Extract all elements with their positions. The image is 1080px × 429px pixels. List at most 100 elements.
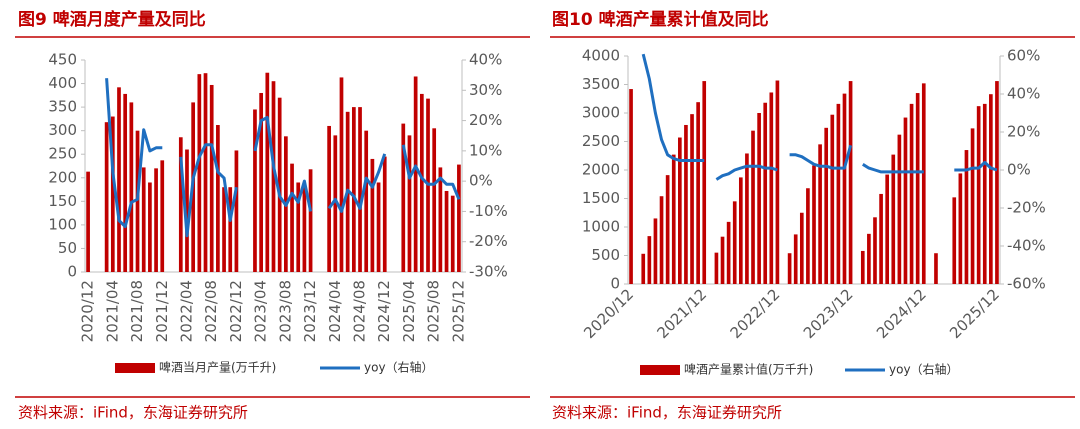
y-tick-label: 150: [48, 192, 77, 210]
bar: [952, 197, 957, 284]
y2-tick-label: 40%: [1007, 85, 1040, 103]
bar: [958, 173, 963, 284]
source: 资料来源：iFind，东海证券研究所: [552, 404, 782, 422]
bar: [915, 93, 920, 284]
legend-label: 啤酒产量累计值(万千升): [684, 362, 813, 377]
bar: [438, 167, 443, 272]
bar: [921, 83, 926, 284]
y2-tick-label: 0%: [1007, 161, 1031, 179]
bar: [812, 165, 816, 284]
bar: [302, 187, 307, 272]
bar: [873, 217, 877, 284]
bar: [806, 188, 810, 284]
bar: [860, 250, 865, 284]
bar: [148, 182, 152, 272]
x-tick-label: 2025/04: [400, 280, 418, 342]
y2-tick-label: 20%: [469, 111, 502, 129]
x-tick-label: 2022/08: [202, 280, 220, 342]
bar: [253, 109, 257, 272]
y-tick-label: 350: [48, 98, 77, 116]
bar: [271, 81, 276, 272]
bar: [690, 114, 694, 284]
bar: [848, 81, 853, 284]
y-tick-label: 50: [58, 239, 77, 257]
y2-tick-label: -20%: [1007, 199, 1046, 217]
legend-label: yoy（右轴）: [889, 362, 959, 377]
x-tick-label: 2024/12: [873, 285, 930, 342]
bar: [419, 93, 424, 272]
bar: [671, 154, 676, 284]
bar: [793, 234, 798, 284]
bar: [751, 130, 755, 284]
bar: [769, 92, 774, 284]
x-tick-label: 2024/08: [351, 280, 369, 342]
line: [105, 78, 461, 238]
bar: [308, 169, 313, 272]
x-tick-label: 2021/04: [103, 280, 121, 342]
y2-tick-label: -20%: [469, 232, 508, 250]
y-tick-label: 300: [48, 121, 77, 139]
x-tick-label: 2023/12: [301, 280, 319, 342]
bar: [787, 253, 792, 284]
bar: [702, 81, 707, 284]
bar: [867, 233, 871, 284]
bar: [432, 128, 437, 272]
legend-label: yoy（右轴）: [364, 360, 434, 375]
bar: [259, 92, 263, 272]
y-tick-label: 200: [48, 168, 77, 186]
y-tick-label: 1000: [582, 218, 620, 236]
bar: [290, 163, 294, 272]
bar: [296, 182, 301, 272]
x-tick-label: 2020/12: [580, 285, 637, 342]
bar: [450, 195, 455, 272]
bar: [222, 187, 226, 272]
bar: [720, 236, 725, 284]
chart-title: 图10 啤酒产量累计值及同比: [552, 9, 769, 30]
x-tick-label: 2023/04: [252, 280, 270, 342]
bar: [818, 144, 822, 284]
x-tick-label: 2025/12: [946, 285, 1003, 342]
bar: [830, 114, 835, 285]
bar: [665, 175, 670, 284]
y-tick-label: 2000: [582, 161, 620, 179]
bar: [745, 153, 749, 284]
y2-tick-label: 0%: [469, 172, 493, 190]
bar: [178, 137, 183, 272]
bar: [726, 221, 731, 284]
x-tick-label: 2024/04: [326, 280, 344, 342]
bar: [653, 218, 658, 284]
bar: [824, 127, 829, 284]
bar: [209, 84, 214, 272]
x-tick-label: 2021/08: [128, 280, 146, 342]
bar: [763, 102, 768, 285]
bar: [382, 156, 387, 272]
y-tick-label: 2500: [582, 132, 620, 150]
bar: [154, 168, 158, 272]
y-tick-label: 4000: [582, 47, 620, 65]
bar: [117, 87, 121, 272]
bar: [970, 128, 975, 284]
bar: [836, 103, 841, 284]
x-tick-label: 2021/12: [153, 280, 171, 342]
bar: [265, 72, 270, 272]
bar: [879, 193, 883, 284]
y-tick-label: 250: [48, 145, 77, 163]
y2-tick-label: 60%: [1007, 47, 1040, 65]
line: [641, 53, 998, 181]
bar: [444, 190, 449, 272]
bar: [401, 123, 406, 272]
bar: [964, 150, 969, 284]
y-tick-label: 100: [48, 215, 77, 233]
bar: [457, 164, 461, 272]
bar: [799, 212, 804, 284]
x-tick-label: 2023/12: [800, 285, 857, 342]
y-tick-label: 400: [48, 74, 77, 92]
bar: [738, 177, 743, 284]
bar: [110, 116, 115, 273]
bar: [228, 187, 233, 272]
bar: [197, 74, 202, 272]
bar: [141, 167, 146, 272]
bar: [714, 252, 719, 284]
bar: [333, 135, 338, 272]
bar: [277, 97, 282, 272]
